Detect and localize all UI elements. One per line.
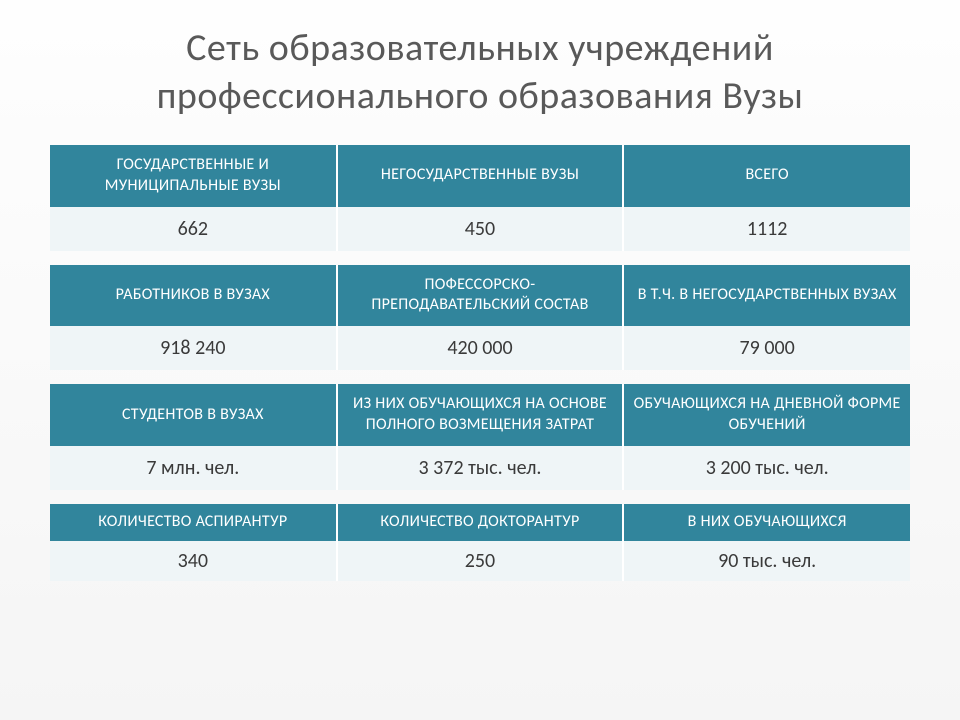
table-data-cell: 1112 — [623, 207, 910, 251]
table-data-cell: 7 млн. чел. — [50, 446, 337, 490]
table-universities-count: Государственные и муниципальные вузы Нег… — [50, 145, 910, 251]
table-header-row: Количество аспирантур Количество доктора… — [50, 504, 910, 541]
table-header-cell: Количество докторантур — [337, 504, 624, 541]
table-header-cell: В них обучающихся — [623, 504, 910, 541]
table-header-cell: Государственные и муниципальные вузы — [50, 145, 337, 207]
table-data-row: 918 240 420 000 79 000 — [50, 326, 910, 370]
table-data-cell: 3 200 тыс. чел. — [623, 446, 910, 490]
table-data-cell: 250 — [337, 541, 624, 581]
table-header-row: Государственные и муниципальные вузы Нег… — [50, 145, 910, 207]
table-students: Студентов в вузах Из них обучающихся на … — [50, 384, 910, 490]
table-header-cell: Обучающихся на дневной форме обучений — [623, 384, 910, 446]
table-header-cell: Из них обучающихся на основе полного воз… — [337, 384, 624, 446]
table-header-cell: Пофессорско-преподавательский состав — [337, 265, 624, 327]
table-header-cell: Негосударственные вузы — [337, 145, 624, 207]
table-data-row: 7 млн. чел. 3 372 тыс. чел. 3 200 тыс. ч… — [50, 446, 910, 490]
table-data-cell: 79 000 — [623, 326, 910, 370]
table-data-cell: 662 — [50, 207, 337, 251]
table-header-cell: Студентов в вузах — [50, 384, 337, 446]
table-data-cell: 3 372 тыс. чел. — [337, 446, 624, 490]
table-workers: Работников в вузах Пофессорско-преподава… — [50, 265, 910, 371]
table-header-cell: Работников в вузах — [50, 265, 337, 327]
table-header-cell: в т.ч. в негосударственных вузах — [623, 265, 910, 327]
table-header-row: Студентов в вузах Из них обучающихся на … — [50, 384, 910, 446]
table-data-cell: 918 240 — [50, 326, 337, 370]
table-data-cell: 340 — [50, 541, 337, 581]
table-header-cell: Всего — [623, 145, 910, 207]
table-data-row: 662 450 1112 — [50, 207, 910, 251]
table-data-cell: 420 000 — [337, 326, 624, 370]
table-data-cell: 450 — [337, 207, 624, 251]
table-data-row: 340 250 90 тыс. чел. — [50, 541, 910, 581]
table-header-cell: Количество аспирантур — [50, 504, 337, 541]
table-postgrad: Количество аспирантур Количество доктора… — [50, 504, 910, 581]
table-header-row: Работников в вузах Пофессорско-преподава… — [50, 265, 910, 327]
page-title: Сеть образовательных учреждений професси… — [50, 25, 910, 120]
table-data-cell: 90 тыс. чел. — [623, 541, 910, 581]
